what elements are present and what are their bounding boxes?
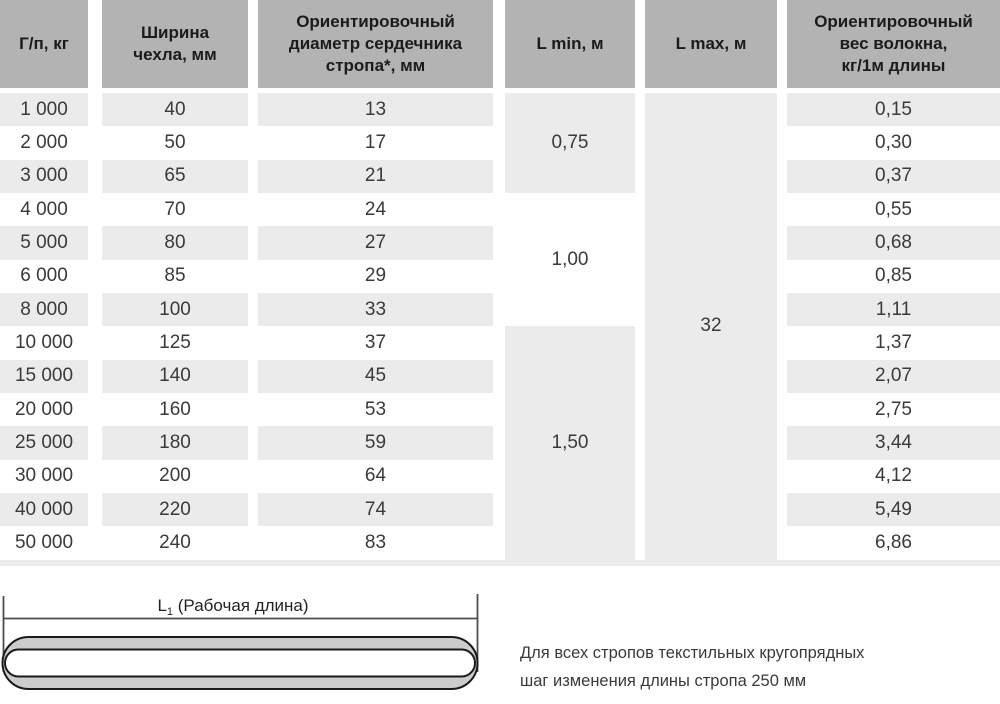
cell-load-row-3: 3 000 — [0, 159, 88, 194]
cell-weight-row-7: 1,11 — [787, 293, 1000, 327]
cell-cover-width-row-4: 70 — [102, 193, 248, 227]
cell-weight-row-13: 5,49 — [787, 493, 1000, 527]
cell-weight-row-11: 3,44 — [787, 426, 1000, 460]
cell-weight-row-14: 6,86 — [787, 526, 1000, 560]
cell-load-row-9: 15 000 — [0, 359, 88, 394]
cell-core-diameter-row-5: 27 — [258, 226, 493, 260]
cell-core-diameter-row-11: 59 — [258, 426, 493, 460]
cell-core-diameter-row-10: 53 — [258, 393, 493, 427]
cell-cover-width-row-10: 160 — [102, 393, 248, 427]
column-header-l-min: L min, м — [505, 0, 635, 88]
cell-cover-width-row-6: 85 — [102, 259, 248, 294]
cell-cover-width-row-14: 240 — [102, 526, 248, 560]
cell-weight-row-1: 0,15 — [787, 93, 1000, 127]
sling-spec-table: Г/п, кг Ширина чехла, мм Ориентировочный… — [0, 0, 1000, 560]
cell-cover-width-row-5: 80 — [102, 226, 248, 260]
cell-cover-width-row-8: 125 — [102, 326, 248, 360]
cell-load-row-10: 20 000 — [0, 393, 88, 427]
cell-load-row-5: 5 000 — [0, 226, 88, 260]
cell-cover-width-row-1: 40 — [102, 93, 248, 127]
cell-load-row-4: 4 000 — [0, 193, 88, 227]
cell-core-diameter-row-7: 33 — [258, 293, 493, 327]
cell-core-diameter-row-12: 64 — [258, 459, 493, 494]
cell-load-row-13: 40 000 — [0, 493, 88, 527]
cell-core-diameter-row-13: 74 — [258, 493, 493, 527]
cell-load-row-12: 30 000 — [0, 459, 88, 494]
sling-length-diagram: L1 (Рабочая длина) — [1, 594, 479, 690]
cell-load-row-8: 10 000 — [0, 326, 88, 360]
cell-core-diameter-row-4: 24 — [258, 193, 493, 227]
working-length-label: L1 (Рабочая длина) — [157, 596, 308, 618]
note-line-2: шаг изменения длины стропа 250 мм — [520, 671, 807, 690]
cell-cover-width-row-13: 220 — [102, 493, 248, 527]
column-header-cover-width: Ширина чехла, мм — [102, 0, 248, 88]
cell-l-min-rows-8-14: 1,50 — [505, 326, 635, 560]
sling-inner-loop — [4, 648, 476, 678]
cell-cover-width-row-2: 50 — [102, 126, 248, 160]
cell-load-row-1: 1 000 — [0, 93, 88, 127]
cell-weight-row-8: 1,37 — [787, 326, 1000, 360]
cell-core-diameter-row-8: 37 — [258, 326, 493, 360]
cell-core-diameter-row-6: 29 — [258, 259, 493, 294]
cell-weight-row-5: 0,68 — [787, 226, 1000, 260]
cell-l-min-rows-4-7: 1,00 — [505, 193, 635, 327]
cell-load-row-11: 25 000 — [0, 426, 88, 460]
cell-weight-row-3: 0,37 — [787, 159, 1000, 194]
table-bottom-separator — [0, 560, 1000, 566]
cell-core-diameter-row-9: 45 — [258, 359, 493, 394]
cell-load-row-2: 2 000 — [0, 126, 88, 160]
cell-cover-width-row-11: 180 — [102, 426, 248, 460]
column-header-load: Г/п, кг — [0, 0, 88, 88]
cell-load-row-7: 8 000 — [0, 293, 88, 327]
cell-weight-row-4: 0,55 — [787, 193, 1000, 227]
cell-l-min-rows-1-3: 0,75 — [505, 93, 635, 194]
cell-cover-width-row-7: 100 — [102, 293, 248, 327]
column-header-fiber-weight: Ориентировочный вес волокна, кг/1м длины — [787, 0, 1000, 88]
cell-cover-width-row-3: 65 — [102, 159, 248, 194]
note-line-1: Для всех стропов текстильных кругопрядны… — [520, 644, 865, 662]
cell-weight-row-10: 2,75 — [787, 393, 1000, 427]
column-header-l-max: L max, м — [645, 0, 777, 88]
sling-note: Для всех стропов текстильных кругопрядны… — [520, 640, 980, 695]
cell-load-row-6: 6 000 — [0, 259, 88, 294]
cell-core-diameter-row-2: 17 — [258, 126, 493, 160]
cell-cover-width-row-9: 140 — [102, 359, 248, 394]
cell-weight-row-2: 0,30 — [787, 126, 1000, 160]
cell-weight-row-6: 0,85 — [787, 259, 1000, 294]
cell-load-row-14: 50 000 — [0, 526, 88, 560]
cell-cover-width-row-12: 200 — [102, 459, 248, 494]
cell-weight-row-9: 2,07 — [787, 359, 1000, 394]
cell-core-diameter-row-3: 21 — [258, 159, 493, 194]
cell-core-diameter-row-14: 83 — [258, 526, 493, 560]
cell-weight-row-12: 4,12 — [787, 459, 1000, 494]
cell-core-diameter-row-1: 13 — [258, 93, 493, 127]
column-header-core-diameter: Ориентировочный диаметр сердечника строп… — [258, 0, 493, 88]
cell-l-max-all-rows: 32 — [645, 93, 777, 560]
